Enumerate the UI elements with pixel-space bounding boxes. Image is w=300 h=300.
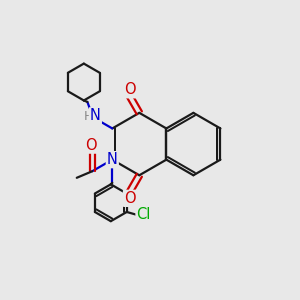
Text: H: H [84, 110, 93, 123]
Text: N: N [107, 152, 118, 167]
Text: N: N [90, 108, 101, 123]
Text: O: O [124, 82, 136, 97]
Text: O: O [124, 191, 136, 206]
Text: Cl: Cl [136, 207, 151, 222]
Text: O: O [85, 138, 97, 153]
